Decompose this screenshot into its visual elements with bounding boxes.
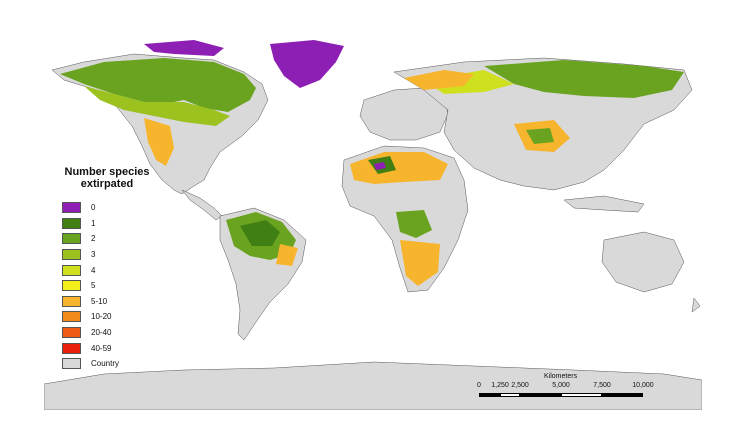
scale-bar-segment	[500, 393, 520, 397]
se-asia-islands	[563, 195, 645, 213]
legend-swatch	[62, 327, 81, 339]
legend-swatch	[62, 202, 81, 214]
legend-swatch	[62, 264, 81, 276]
legend-item: 2	[62, 231, 172, 247]
legend-swatch	[62, 217, 81, 229]
north-america-orange-west	[144, 118, 174, 166]
new-zealand	[691, 297, 701, 313]
south-america-amazon-core	[240, 220, 280, 246]
legend-label: 0	[91, 203, 96, 213]
legend-item: 10-20	[62, 309, 172, 325]
legend-label: 3	[91, 250, 96, 260]
scale-bar-tick-label: 1,250	[491, 382, 509, 389]
scale-bar-segment	[479, 393, 500, 397]
north-america-lightgreen-band	[84, 86, 230, 126]
north-america-green-north	[60, 58, 256, 112]
legend-label: 5-10	[91, 296, 108, 306]
greenland	[270, 40, 344, 88]
map-frame	[44, 40, 702, 410]
legend-title: Number species extirpated	[64, 166, 150, 190]
legend-swatch	[62, 280, 81, 292]
scale-bar-segment	[602, 393, 643, 397]
south-america-orange-east	[276, 244, 298, 266]
antarctica	[44, 361, 702, 410]
legend-label: 2	[91, 234, 96, 244]
legend-label: 4	[91, 265, 96, 275]
legend-item: 5-10	[62, 294, 172, 310]
legend-label: 5	[91, 281, 96, 291]
scale-bar-tick-label: 5,000	[552, 382, 570, 389]
legend-label: 20-40	[91, 328, 112, 338]
world-map	[44, 40, 702, 410]
legend-label: Country	[91, 359, 120, 369]
scale-bar-tick-label: 0	[477, 382, 481, 389]
scale-bar-segment	[520, 393, 561, 397]
legend-swatch	[62, 249, 81, 261]
legend-swatch	[62, 342, 81, 354]
legend-swatch	[62, 295, 81, 307]
legend-item: 40-59	[62, 340, 172, 356]
legend-item: 20-40	[62, 325, 172, 341]
south-africa-orange	[400, 240, 440, 286]
scale-bar-tick-label: 2,500	[511, 382, 529, 389]
scale-bar-segment	[561, 393, 602, 397]
arctic-islands	[144, 40, 224, 56]
sahara-purple	[374, 162, 386, 170]
russia-orange-south	[404, 70, 474, 90]
russia-yellow-belt	[424, 70, 514, 94]
legend-item: 0	[62, 200, 172, 216]
legend-item: Country	[62, 356, 172, 372]
legend-label: 1	[91, 218, 96, 228]
tibet-green	[526, 128, 554, 144]
legend-label: 40-59	[91, 343, 112, 353]
russia-green-belt	[484, 60, 684, 98]
legend-swatch	[62, 311, 81, 323]
scale-bar-tick-label: 7,500	[593, 382, 611, 389]
scale-bar-title: Kilometers	[544, 373, 578, 380]
europe-landmass	[359, 87, 449, 141]
scale-bar: Kilometers 0 1,250 2,500 5,000 7,500 10,000	[474, 373, 658, 399]
scale-bar-tick-label: 10,000	[632, 382, 654, 389]
legend-swatch	[62, 233, 81, 245]
legend-item: 4	[62, 262, 172, 278]
legend-item: 1	[62, 216, 172, 232]
central-africa-green	[396, 210, 432, 238]
legend-swatch	[62, 358, 81, 370]
legend-label: 10-20	[91, 312, 112, 322]
legend-item: 5	[62, 278, 172, 294]
australia	[601, 231, 685, 293]
legend-items: 0 1 2 3 4 5 5-10 10-20 20-40 40-59 Country	[62, 200, 172, 372]
legend: Number species extirpated 0 1 2 3 4 5 5-10 10-2…	[62, 166, 172, 372]
central-america	[181, 189, 223, 221]
legend-item: 3	[62, 247, 172, 263]
